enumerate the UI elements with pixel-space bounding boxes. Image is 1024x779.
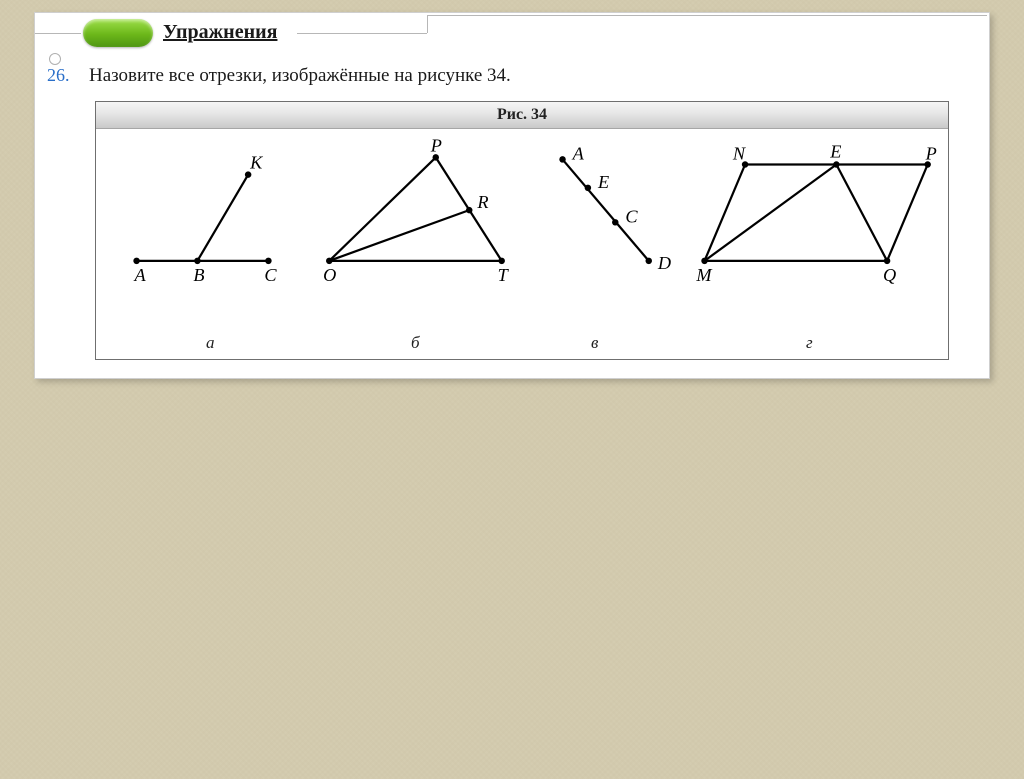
subfig-label-v: в (591, 333, 598, 353)
task-number: 26. (47, 65, 70, 86)
figure-box: Рис. 34 ABCKOTPRAECDMQNEP а б в г (95, 101, 949, 360)
rule-line (297, 33, 427, 34)
figure-title: Рис. 34 (96, 102, 948, 129)
section-header: Упражнения (35, 13, 989, 57)
rule-line (427, 15, 987, 16)
svg-text:T: T (498, 265, 510, 285)
svg-text:A: A (134, 265, 147, 285)
subfig-label-g: г (806, 333, 813, 353)
svg-text:D: D (657, 253, 671, 273)
svg-text:B: B (193, 265, 204, 285)
svg-text:C: C (264, 265, 277, 285)
svg-text:E: E (597, 172, 609, 192)
rule-line (35, 33, 81, 34)
svg-text:A: A (572, 143, 585, 163)
figure-body: ABCKOTPRAECDMQNEP (96, 129, 948, 329)
rule-line (427, 15, 428, 33)
svg-text:M: M (695, 265, 713, 285)
task-text: Назовите все отрезки, изображённые на ри… (89, 65, 511, 86)
svg-text:R: R (476, 192, 488, 212)
page: Упражнения 26. Назовите все отрезки, изо… (34, 12, 990, 379)
svg-text:P: P (925, 143, 937, 163)
svg-text:N: N (732, 143, 747, 163)
section-title: Упражнения (163, 21, 277, 44)
subfigure-labels: а б в г (96, 329, 948, 359)
svg-text:Q: Q (883, 265, 896, 285)
svg-text:P: P (430, 135, 442, 155)
svg-text:O: O (323, 265, 336, 285)
svg-text:C: C (625, 206, 638, 226)
svg-text:K: K (249, 153, 263, 173)
pill-icon (83, 19, 153, 47)
subfig-label-a: а (206, 333, 215, 353)
subfig-label-b: б (411, 333, 420, 353)
figure-svg: ABCKOTPRAECDMQNEP (96, 129, 948, 332)
task-row: 26. Назовите все отрезки, изображённые н… (35, 57, 989, 87)
svg-text:E: E (829, 141, 841, 161)
